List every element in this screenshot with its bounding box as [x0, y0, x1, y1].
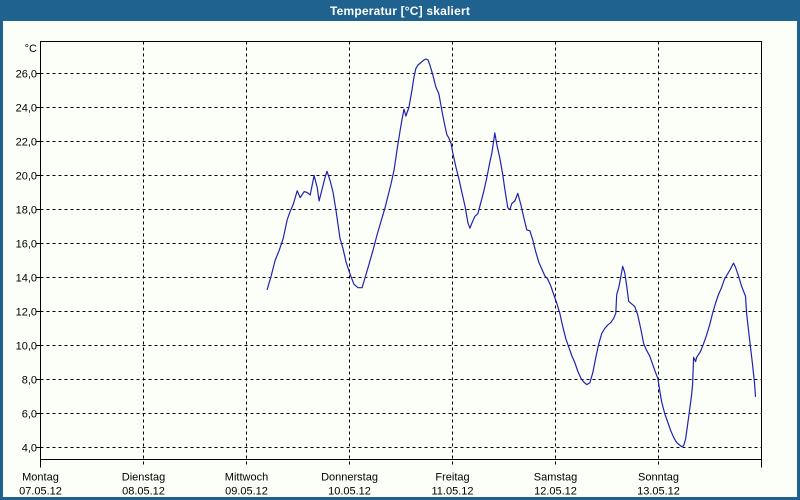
- temperature-line: [266, 58, 757, 448]
- y-tick-label: 6,0: [22, 409, 37, 421]
- y-tick-label: 4,0: [22, 443, 37, 455]
- y-tick-label: 14,0: [16, 273, 37, 285]
- y-tick-label: 22,0: [16, 137, 37, 149]
- x-axis-day-label: Mittwoch: [225, 472, 268, 484]
- y-tick-label: 16,0: [16, 239, 37, 251]
- x-axis-day-label: Dienstag: [122, 472, 165, 484]
- x-axis-day-label: Sonntag: [638, 472, 679, 484]
- y-tick-label: 18,0: [16, 205, 37, 217]
- x-axis-day-label: Montag: [22, 472, 59, 484]
- x-axis-date-label: 09.05.12: [225, 486, 268, 498]
- temperature-chart: 26,0 24,0 22,0 20,0 18,0 16,0 14,0 12,0 10,0 8,0 6…: [16, 41, 762, 498]
- x-axis-date-label: 11.05.12: [431, 486, 473, 498]
- x-axis-date-label: 08.05.12: [122, 486, 165, 498]
- x-axis-date-label: 13.05.12: [637, 486, 680, 498]
- y-tick-label: 10,0: [16, 341, 37, 353]
- y-tick-label: 26,0: [16, 69, 37, 81]
- window-title: Temperatur [°C] skaliert: [329, 3, 471, 18]
- x-axis-date-label: 12.05.12: [534, 486, 577, 498]
- x-axis-day-label: Donnerstag: [321, 472, 378, 484]
- y-axis-unit-label: °C: [25, 43, 37, 55]
- title-bar[interactable]: Temperatur [°C] skaliert: [0, 0, 800, 21]
- y-tick-label: 12,0: [16, 307, 37, 319]
- y-tick-label: 20,0: [16, 171, 37, 183]
- x-axis-date-label: 07.05.12: [19, 486, 62, 498]
- plot-border: [40, 41, 762, 460]
- x-axis-day-label: Samstag: [534, 472, 577, 484]
- y-tick-label: 24,0: [16, 103, 37, 115]
- y-tick-label: 8,0: [22, 375, 37, 387]
- x-axis-date-label: 10.05.12: [328, 486, 371, 498]
- x-axis-day-label: Freitag: [435, 472, 469, 484]
- chart-content: 26,0 24,0 22,0 20,0 18,0 16,0 14,0 12,0 10,0 8,0 6…: [3, 21, 797, 498]
